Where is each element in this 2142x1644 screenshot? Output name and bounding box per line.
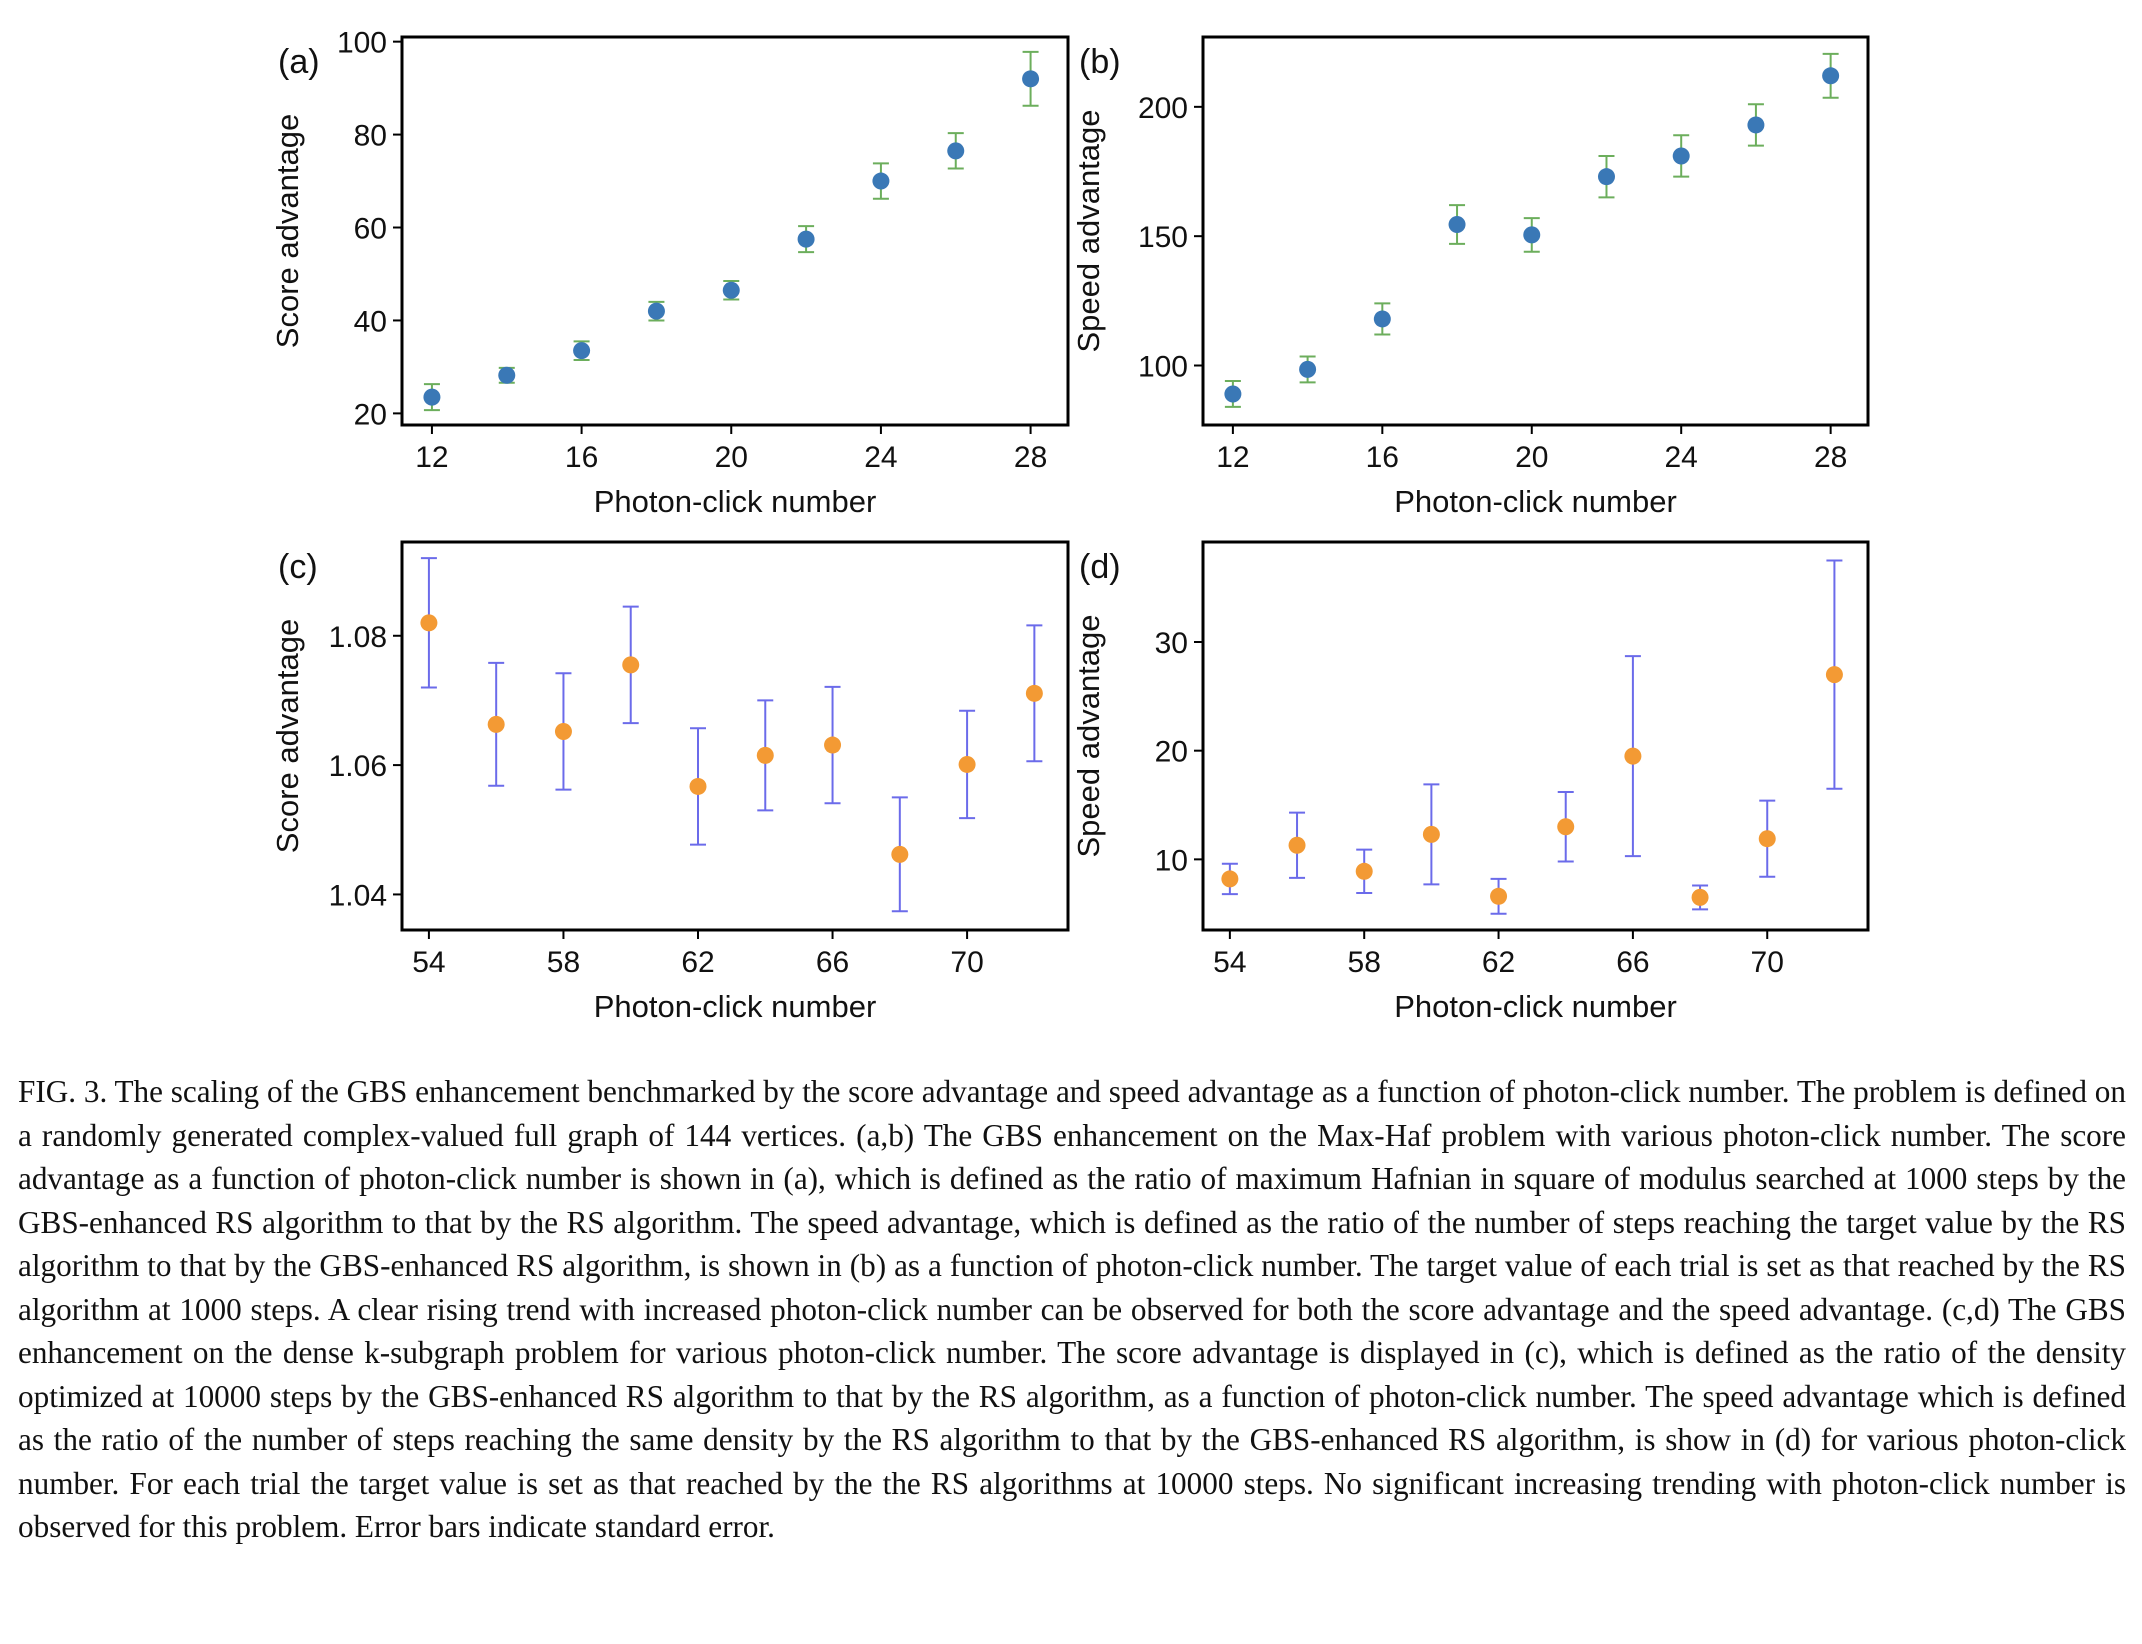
data-point [1747,116,1765,134]
x-tick-label: 58 [1348,946,1381,979]
y-tick-label: 100 [1138,351,1188,384]
figure: (a) 12 16 20 24 28 20 40 60 80 100 Photon-click num… [270,27,1870,1024]
data-point [1299,360,1317,378]
data-point [1597,168,1615,186]
x-tick-label: 16 [1366,441,1399,474]
data-point [1422,825,1440,843]
chart-panel-3: (c) 54 58 62 66 70 1.04 1.06 1.08 Photon-click nu… [270,540,1070,1024]
x-tick-label: 70 [1751,946,1784,979]
x-tick-label: 62 [681,946,714,979]
data-point [891,845,909,863]
data-point [423,388,441,406]
data-point [689,777,707,795]
y-tick-label: 20 [1155,736,1188,769]
data-point [958,755,976,773]
data-point [622,656,640,674]
data-point [1672,147,1690,165]
chart-panel-1: (a) 12 16 20 24 28 20 40 60 80 100 Photon-click num… [270,27,1070,519]
data-point [1758,830,1776,848]
y-tick-label: 60 [354,213,387,246]
y-axis-label: Speed advantage [1071,109,1106,352]
data-point [1373,310,1391,328]
x-tick-label: 28 [1814,441,1847,474]
data-point [1355,862,1373,880]
x-tick-label: 12 [1216,441,1249,474]
data-point [1822,67,1840,85]
y-tick-label: 40 [354,305,387,338]
data-point [647,302,665,320]
data-point [722,281,740,299]
y-axis-label: Score advantage [270,619,305,853]
panel-label: (c) [278,548,318,586]
chart-panel-4: (d) 54 58 62 66 70 10 20 30 Photon-click number Sp… [1071,540,1870,1024]
x-tick-label: 66 [1616,946,1649,979]
x-axis-label: Photon-click number [1394,484,1677,519]
data-point [872,172,890,190]
data-point [1022,70,1040,88]
data-point [1825,666,1843,684]
y-tick-label: 150 [1138,221,1188,254]
figure-caption: FIG. 3. The scaling of the GBS enhanceme… [18,1074,2126,1544]
plot-frame [1201,35,1870,427]
data-point [1288,836,1306,854]
y-tick-label: 1.04 [329,879,387,912]
y-axis-label: Speed advantage [1071,614,1106,857]
plot-frame [1201,540,1870,932]
x-tick-label: 12 [415,441,448,474]
x-tick-label: 70 [950,946,983,979]
data-point [554,722,572,740]
data-point [1224,385,1242,403]
data-point [1523,226,1541,244]
data-point [487,715,505,733]
x-tick-label: 62 [1482,946,1515,979]
x-tick-label: 20 [1515,441,1548,474]
x-tick-label: 24 [864,441,897,474]
x-tick-label: 66 [816,946,849,979]
x-tick-label: 58 [547,946,580,979]
x-tick-label: 54 [412,946,445,979]
x-tick-label: 16 [565,441,598,474]
panel-label: (d) [1079,548,1121,586]
data-point [1221,870,1239,888]
panel-label: (b) [1079,43,1121,81]
y-axis-label: Score advantage [270,114,305,348]
data-point [824,736,842,754]
data-point [573,342,591,360]
data-point [797,230,815,248]
data-point [1691,888,1709,906]
data-point [420,614,438,632]
data-point [498,366,516,384]
y-tick-label: 200 [1138,92,1188,125]
y-tick-label: 30 [1155,627,1188,660]
x-tick-label: 24 [1665,441,1698,474]
x-axis-label: Photon-click number [594,989,877,1024]
y-tick-label: 10 [1155,844,1188,877]
chart-panel-2: (b) 12 16 20 24 28 100 150 200 Photon-click numbe… [1071,35,1870,519]
x-tick-label: 54 [1213,946,1246,979]
panel-label: (a) [278,43,320,81]
y-tick-label: 80 [354,120,387,153]
plot-frame [400,35,1070,427]
data-point [756,746,774,764]
y-tick-label: 1.06 [329,750,387,783]
data-point [1025,684,1043,702]
data-point [1624,747,1642,765]
data-point [1490,887,1508,905]
y-tick-label: 20 [354,398,387,431]
x-tick-label: 20 [715,441,748,474]
data-point [1448,216,1466,234]
x-axis-label: Photon-click number [1394,989,1677,1024]
y-tick-label: 1.08 [329,621,387,654]
x-axis-label: Photon-click number [594,484,877,519]
data-point [947,142,965,160]
data-point [1557,818,1575,836]
plot-frame [400,540,1070,932]
x-tick-label: 28 [1014,441,1047,474]
y-tick-label: 100 [337,27,387,60]
